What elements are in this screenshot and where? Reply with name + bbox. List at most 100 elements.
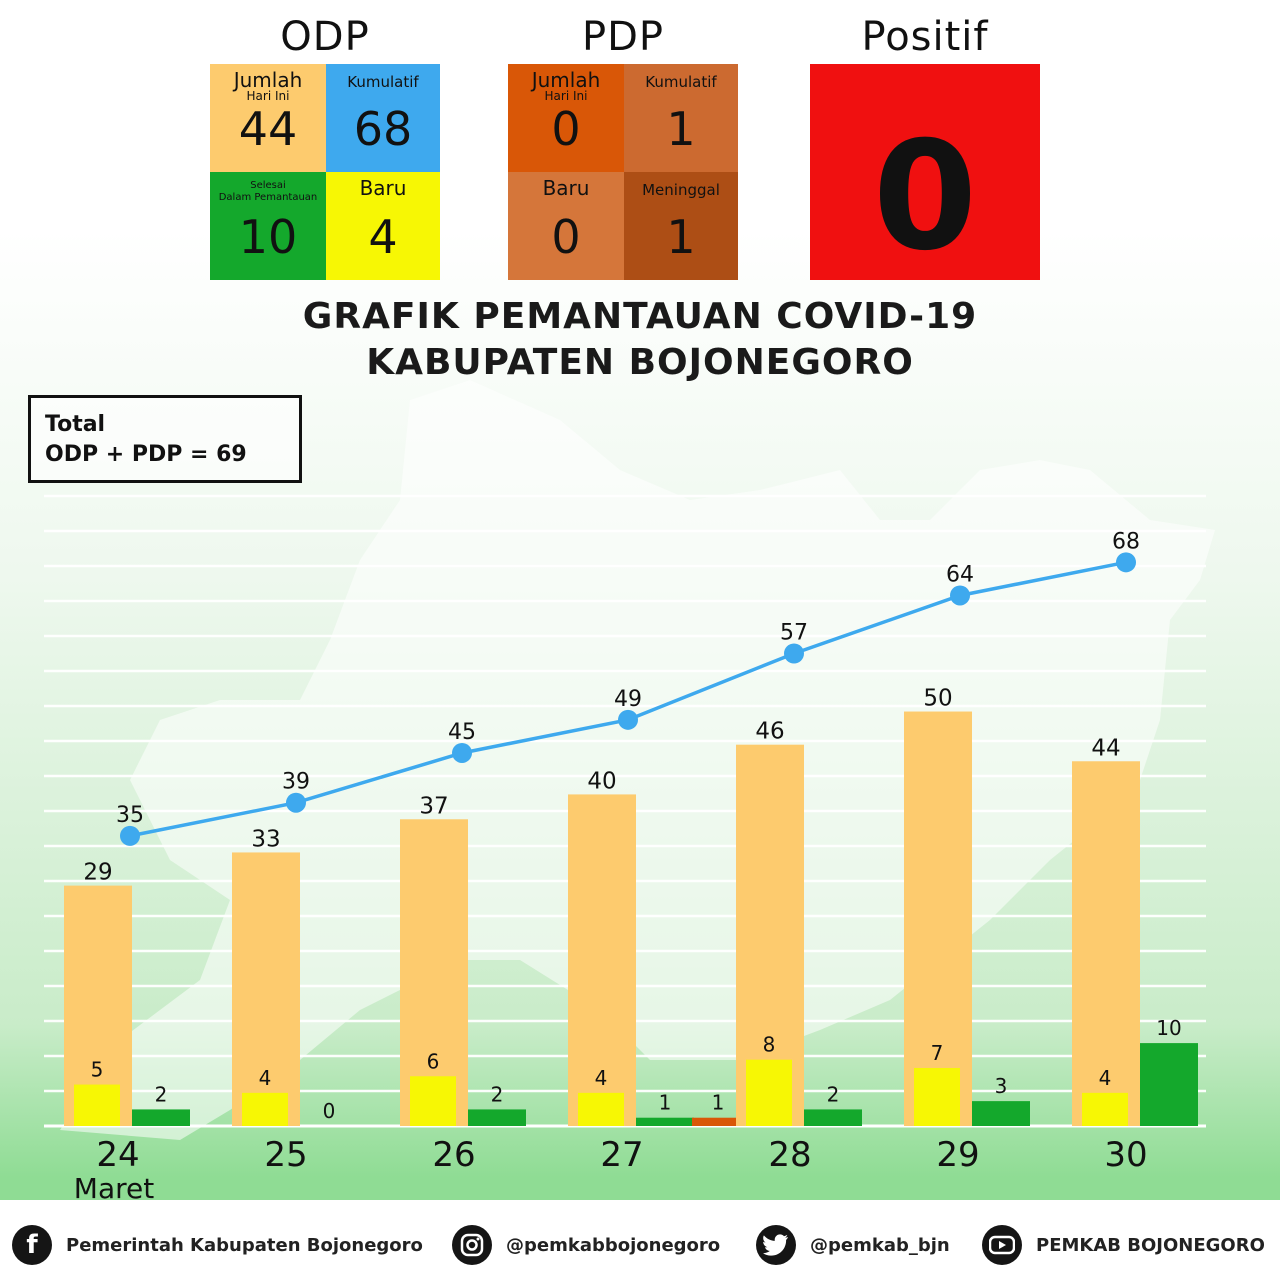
- pdp-baru-cell: Baru 0: [508, 172, 624, 280]
- kumulatif-point-label: 49: [614, 687, 642, 712]
- kumulatif-point-label: 35: [116, 803, 144, 828]
- odp-kumulatif-label: Kumulatif: [347, 73, 419, 91]
- pdp-baru-value: 0: [551, 210, 581, 264]
- positif-cell: 0: [810, 64, 1040, 280]
- youtube-icon: [982, 1225, 1022, 1265]
- kumulatif-point-label: 57: [780, 621, 808, 646]
- bar-baru: [1082, 1092, 1128, 1126]
- bar-jumlah-label: 46: [755, 719, 784, 745]
- bar-selesai-label: 1: [659, 1091, 672, 1115]
- kumulatif-point-label: 68: [1112, 529, 1140, 554]
- kumulatif-point: [1116, 552, 1136, 573]
- bar-jumlah: [904, 711, 972, 1126]
- facebook-icon: f: [12, 1225, 52, 1265]
- kumulatif-point: [618, 709, 638, 730]
- bar-jumlah-label: 50: [923, 686, 952, 712]
- x-tick-label: 28: [768, 1135, 811, 1175]
- kumulatif-point-label: 64: [946, 562, 974, 587]
- kumulatif-point: [950, 585, 970, 606]
- bar-selesai-label: 2: [491, 1082, 504, 1106]
- pdp-jumlah-value: 0: [551, 102, 581, 156]
- total-box: Total ODP + PDP = 69: [28, 395, 302, 483]
- kumulatif-point-label: 39: [282, 770, 310, 795]
- bar-selesai: [804, 1109, 862, 1126]
- odp-selesai-label-1: Selesai: [250, 180, 286, 191]
- kumulatif-point: [120, 825, 140, 846]
- bar-jumlah: [1072, 761, 1140, 1126]
- instagram-text: @pemkabbojonegoro: [506, 1234, 721, 1256]
- pdp-kumulatif-label: Kumulatif: [645, 73, 717, 91]
- bar-baru: [410, 1076, 456, 1126]
- bar-selesai: [972, 1101, 1030, 1126]
- bar-baru-label: 5: [91, 1058, 104, 1082]
- pdp-meninggal-cell: Meninggal 1: [624, 172, 738, 280]
- odp-selesai-label-2: Dalam Pemantauan: [218, 192, 318, 203]
- pdp-jumlah-sub: Hari Ini: [544, 89, 588, 103]
- x-tick-label: 24: [96, 1135, 139, 1175]
- facebook-text: Pemerintah Kabupaten Bojonegoro: [66, 1234, 423, 1256]
- bar-baru-label: 4: [259, 1066, 272, 1090]
- total-value: ODP + PDP = 69: [45, 442, 247, 467]
- x-tick-label: 26: [432, 1135, 475, 1175]
- odp-jumlah-value: 44: [238, 102, 298, 156]
- bar-jumlah: [232, 852, 300, 1126]
- x-tick-label: 25: [264, 1135, 307, 1175]
- bar-pdp: [692, 1117, 748, 1126]
- footer-twitter[interactable]: @pemkab_bjn: [756, 1222, 950, 1268]
- x-month-label: Maret: [74, 1172, 154, 1205]
- kumulatif-point-label: 45: [448, 720, 476, 745]
- twitter-icon: [756, 1225, 796, 1265]
- youtube-text: PEMKAB BOJONEGORO: [1036, 1234, 1265, 1256]
- odp-baru-value: 4: [368, 210, 398, 264]
- footer-youtube[interactable]: PEMKAB BOJONEGORO: [982, 1222, 1265, 1268]
- kumulatif-point: [784, 643, 804, 664]
- bar-baru-label: 4: [595, 1066, 608, 1090]
- odp-jumlah-sub: Hari Ini: [246, 89, 290, 103]
- pdp-kumulatif-value: 1: [666, 102, 696, 156]
- bar-pdp-label: 1: [712, 1091, 725, 1115]
- bar-jumlah-label: 29: [83, 860, 112, 886]
- bar-jumlah-label: 33: [251, 826, 280, 852]
- bar-baru-label: 6: [427, 1049, 440, 1073]
- total-label: Total: [45, 412, 106, 437]
- instagram-icon: [452, 1225, 492, 1265]
- chart-title-line-1: GRAFIK PEMANTAUAN COVID-19: [302, 296, 978, 337]
- x-tick-label: 30: [1104, 1135, 1147, 1175]
- odp-selesai-value: 10: [238, 210, 298, 264]
- odp-kumulatif-value: 68: [353, 102, 413, 156]
- bar-jumlah-label: 37: [419, 793, 448, 819]
- bar-jumlah: [400, 819, 468, 1126]
- pdp-jumlah-label: Jumlah: [531, 68, 601, 92]
- bar-selesai-label: 0: [323, 1099, 336, 1123]
- odp-jumlah-label: Jumlah: [233, 68, 303, 92]
- x-tick-label: 29: [936, 1135, 979, 1175]
- pdp-jumlah-cell: Jumlah Hari Ini 0: [508, 64, 624, 172]
- bar-selesai-label: 3: [995, 1074, 1008, 1098]
- bar-baru: [914, 1067, 960, 1126]
- pdp-baru-label: Baru: [542, 176, 590, 200]
- odp-selesai-cell: Selesai Dalam Pemantauan 10: [210, 172, 326, 280]
- bar-baru: [746, 1059, 792, 1126]
- footer-facebook[interactable]: f Pemerintah Kabupaten Bojonegoro: [12, 1222, 423, 1268]
- pdp-meninggal-label: Meninggal: [642, 181, 720, 199]
- odp-kumulatif-cell: Kumulatif 68: [326, 64, 440, 172]
- bar-baru: [578, 1092, 624, 1126]
- bar-baru-label: 4: [1099, 1066, 1112, 1090]
- bar-jumlah: [568, 794, 636, 1126]
- bar-baru: [242, 1092, 288, 1126]
- positif-title: Positif: [861, 14, 989, 60]
- bar-selesai: [1140, 1043, 1198, 1126]
- footer: [0, 1200, 1280, 1280]
- bar-selesai: [636, 1117, 694, 1126]
- pdp-kumulatif-cell: Kumulatif 1: [624, 64, 738, 172]
- bar-selesai-label: 10: [1156, 1016, 1181, 1040]
- bar-baru-label: 8: [763, 1033, 776, 1057]
- bar-selesai: [132, 1109, 190, 1126]
- x-tick-label: 27: [600, 1135, 643, 1175]
- footer-instagram[interactable]: @pemkabbojonegoro: [452, 1222, 720, 1268]
- odp-jumlah-cell: Jumlah Hari Ini 44: [210, 64, 326, 172]
- bar-baru-label: 7: [931, 1041, 944, 1065]
- bar-jumlah-label: 40: [587, 768, 616, 794]
- pdp-meninggal-value: 1: [666, 210, 696, 264]
